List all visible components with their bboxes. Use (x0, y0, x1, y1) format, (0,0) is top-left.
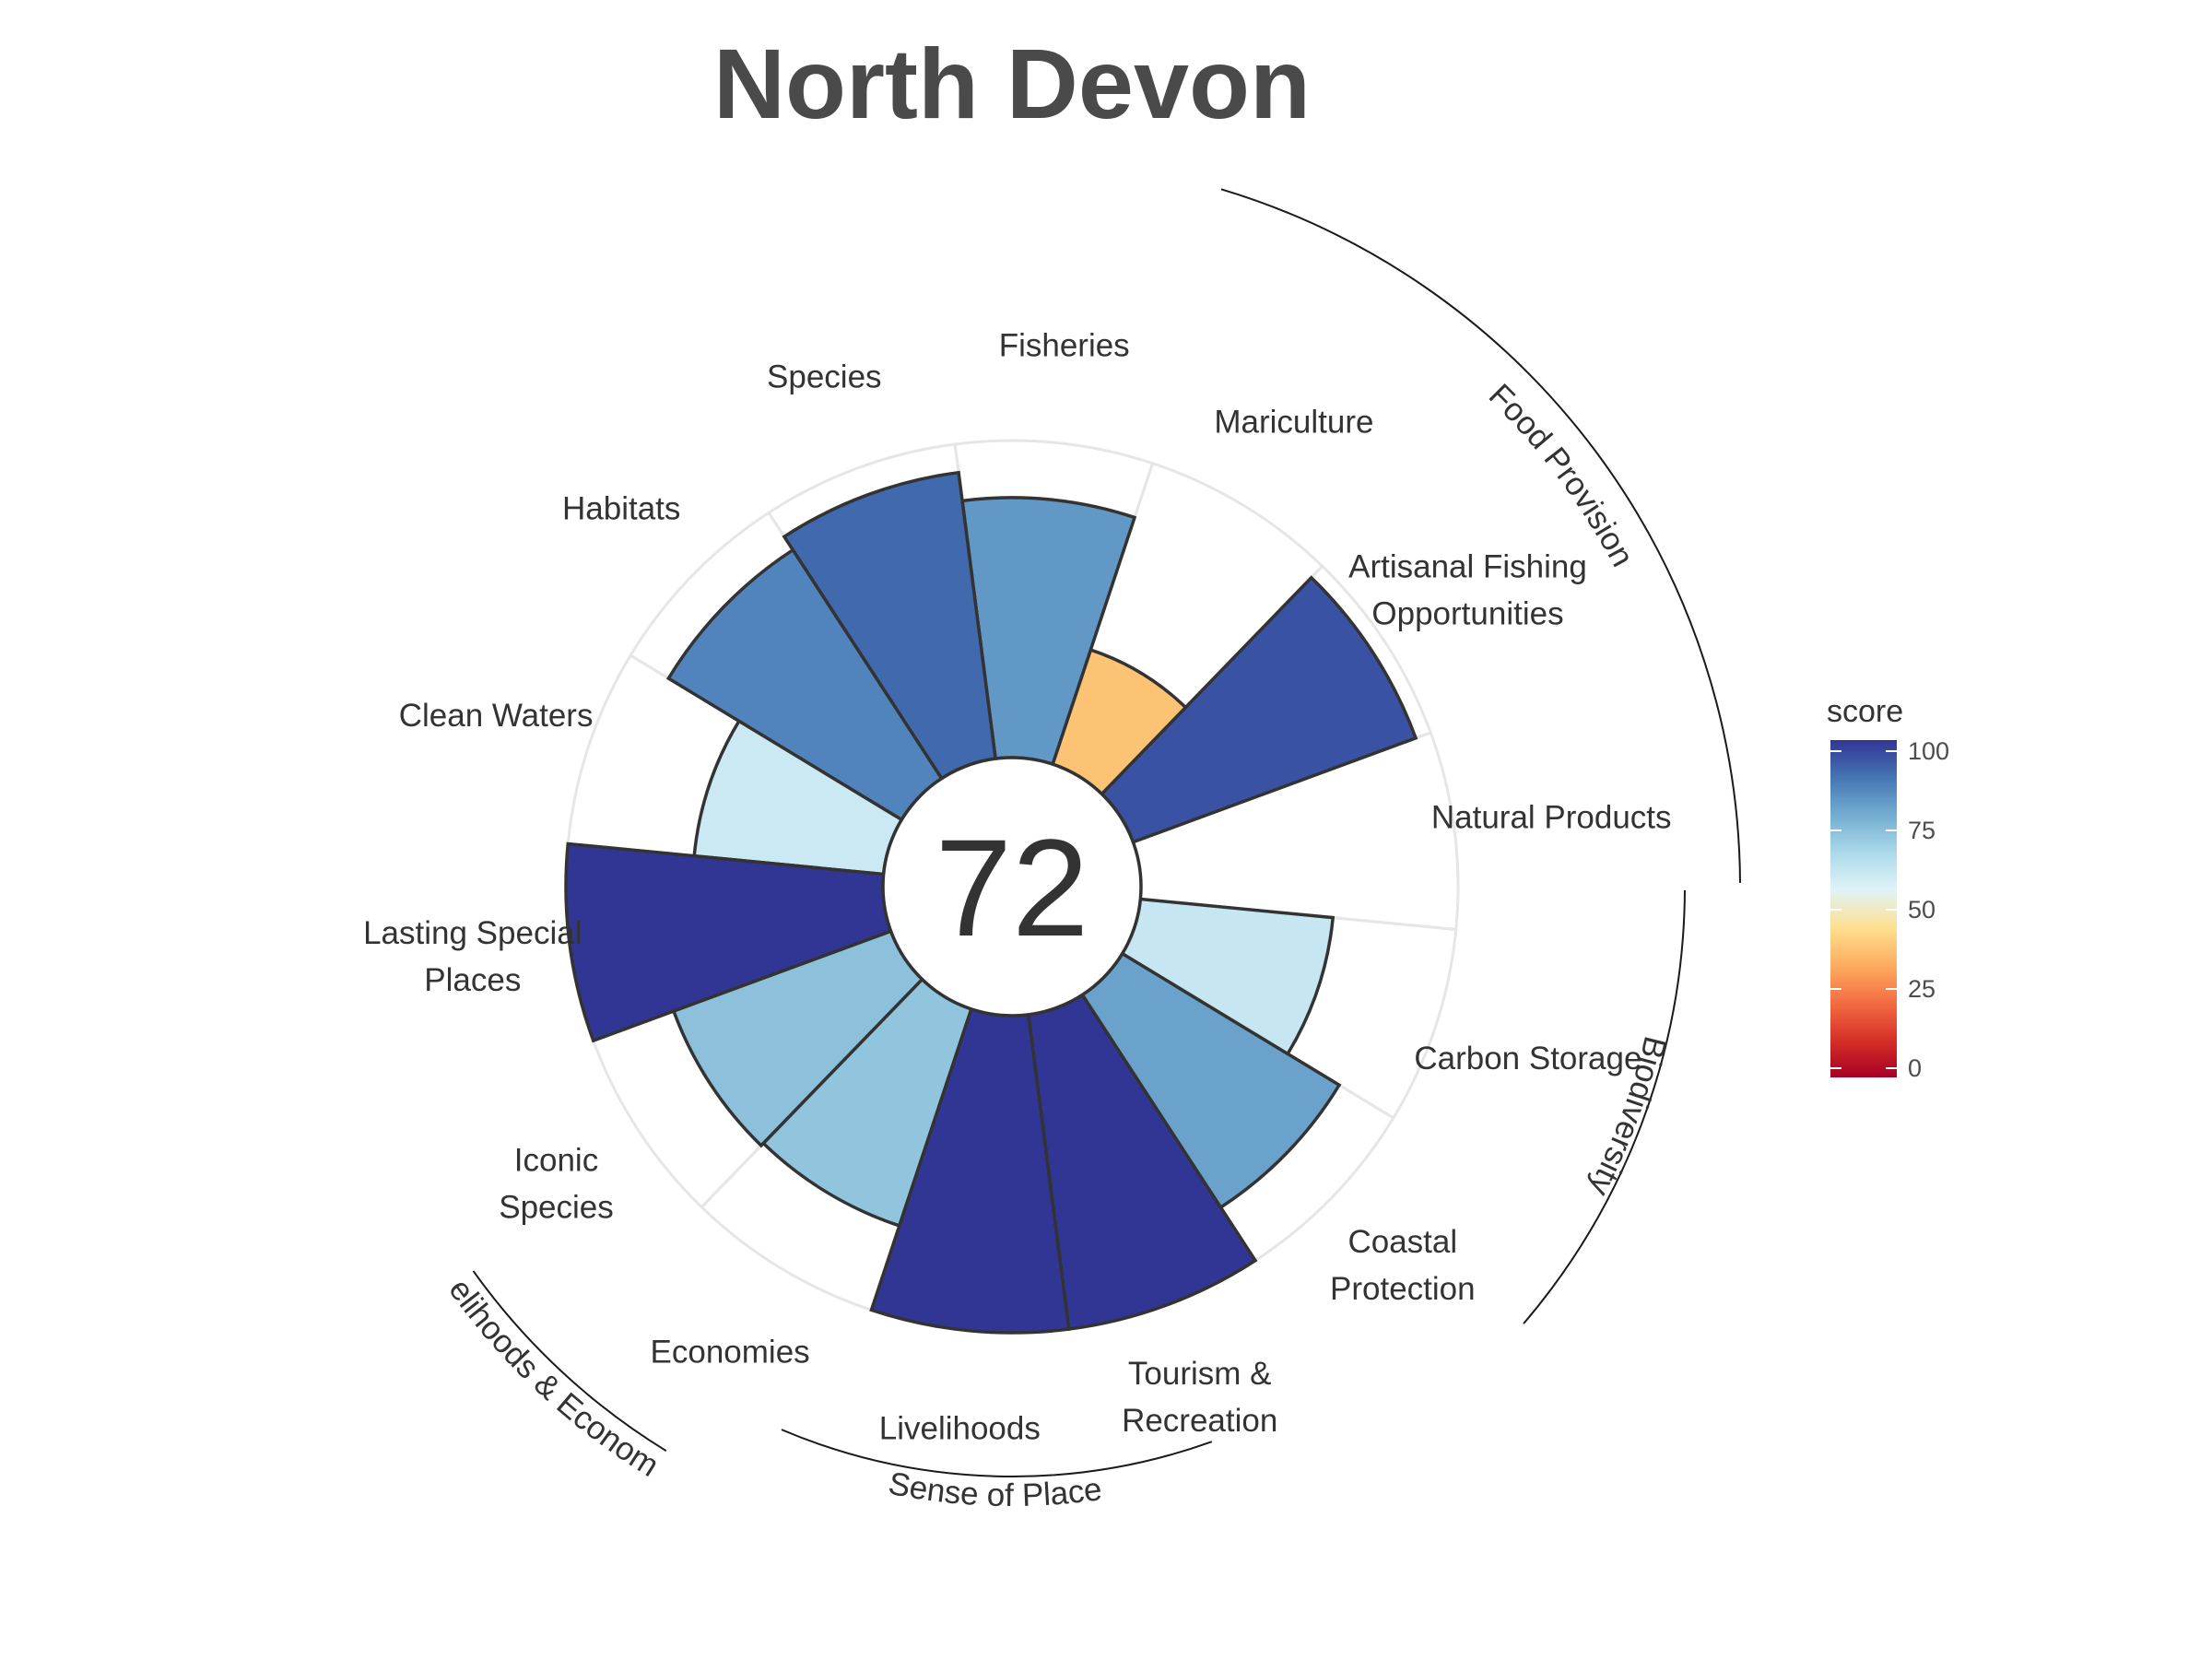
legend-tick-label: 0 (1908, 1054, 1922, 1082)
goal-label-habitats: Habitats (562, 491, 680, 527)
goal-label-iconic-species: Iconic (514, 1142, 598, 1178)
goal-label-coastal-protection: Coastal (1347, 1224, 1457, 1260)
goal-label-natural-products: Natural Products (1431, 800, 1672, 836)
chart-title: North Devon (713, 28, 1311, 139)
goal-label-lasting-special-places: Lasting Special (363, 915, 582, 951)
group-label-livelihoods-and-economies: Livelihoods & Economies (0, 0, 665, 1484)
goal-label-artisanal-fishing-opportunities: Opportunities (1371, 596, 1563, 632)
goal-labels-layer: Artisanal Fishing Opportunities Maricultur… (363, 328, 1671, 1447)
legend-tick-label: 25 (1908, 975, 1936, 1003)
goal-label-mariculture: Mariculture (1214, 405, 1373, 441)
legend-title: score (1827, 694, 1903, 729)
group-label-sense-of-place: Sense of Place (886, 1465, 1104, 1513)
goal-label-lasting-special-places: Places (424, 962, 521, 998)
goal-label-fisheries: Fisheries (999, 328, 1130, 364)
center-hole (881, 756, 1143, 1018)
goal-label-artisanal-fishing-opportunities: Artisanal Fishing (1348, 549, 1587, 585)
goal-label-iconic-species: Species (499, 1189, 614, 1225)
score-legend: score 0 25 50 75 100 (1827, 694, 1949, 1082)
goal-label-economies: Economies (651, 1335, 810, 1371)
goal-label-clean-waters: Clean Waters (399, 698, 594, 734)
legend-tick-label: 75 (1908, 817, 1936, 844)
group-arc-livelihoods-and-economies (472, 1270, 667, 1453)
goal-label-tourism-and-recreation: Recreation (1122, 1403, 1277, 1439)
goal-label-livelihoods: Livelihoods (879, 1410, 1041, 1446)
goal-label-coastal-protection: Protection (1330, 1271, 1476, 1307)
legend-tick-label: 100 (1908, 737, 1949, 765)
center-score: 72 (935, 810, 1089, 965)
group-label-food-provision: Food Provision (1482, 377, 1641, 572)
group-arc-biodiversity (1523, 889, 1686, 1324)
goal-label-species: Species (767, 359, 882, 394)
goal-label-tourism-and-recreation: Tourism & (1128, 1356, 1272, 1392)
group-arc-food-provision (1220, 188, 1741, 883)
legend-tick-label: 50 (1908, 896, 1936, 924)
goal-label-carbon-storage: Carbon Storage (1414, 1041, 1641, 1077)
group-arc-sense-of-place (781, 1429, 1213, 1477)
